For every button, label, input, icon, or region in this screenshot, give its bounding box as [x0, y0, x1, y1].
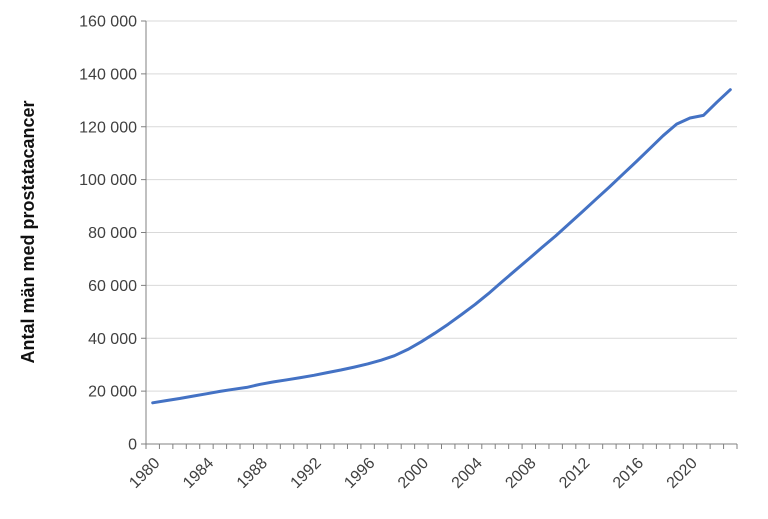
x-tick-label: 1980	[126, 455, 163, 492]
x-tick-label: 2020	[664, 455, 701, 492]
axes-layer	[141, 20, 738, 449]
x-tick-label: 1992	[288, 455, 325, 492]
x-tick-label: 2016	[610, 455, 647, 492]
x-tick-label: 2000	[395, 455, 432, 492]
x-tick-label: 2004	[449, 455, 486, 492]
labels-layer: 0 20 000 40 000 60 000 80 000 100 000 120 000 1…	[79, 14, 701, 492]
x-tick-label: 2012	[556, 455, 593, 492]
x-tick-label: 1996	[341, 455, 378, 492]
x-tick-label: 1988	[234, 455, 271, 492]
y-tick-label: 0	[128, 437, 137, 454]
y-tick-label: 100 000	[79, 172, 137, 189]
y-tick-label: 80 000	[88, 225, 137, 242]
series-layer	[151, 88, 732, 405]
gridlines-layer	[146, 20, 737, 392]
y-tick-label: 120 000	[79, 119, 137, 136]
y-tick-label: 140 000	[79, 66, 137, 83]
y-tick-label: 160 000	[79, 14, 137, 31]
y-axis-title: Antal män med prostatacancer	[18, 100, 38, 363]
x-tick-label: 1984	[180, 455, 217, 492]
prostate-cancer-data-line	[151, 88, 732, 405]
x-tick-label: 2008	[502, 455, 539, 492]
y-tick-label: 20 000	[88, 384, 137, 401]
y-tick-label: 40 000	[88, 331, 137, 348]
y-tick-label: 60 000	[88, 278, 137, 295]
